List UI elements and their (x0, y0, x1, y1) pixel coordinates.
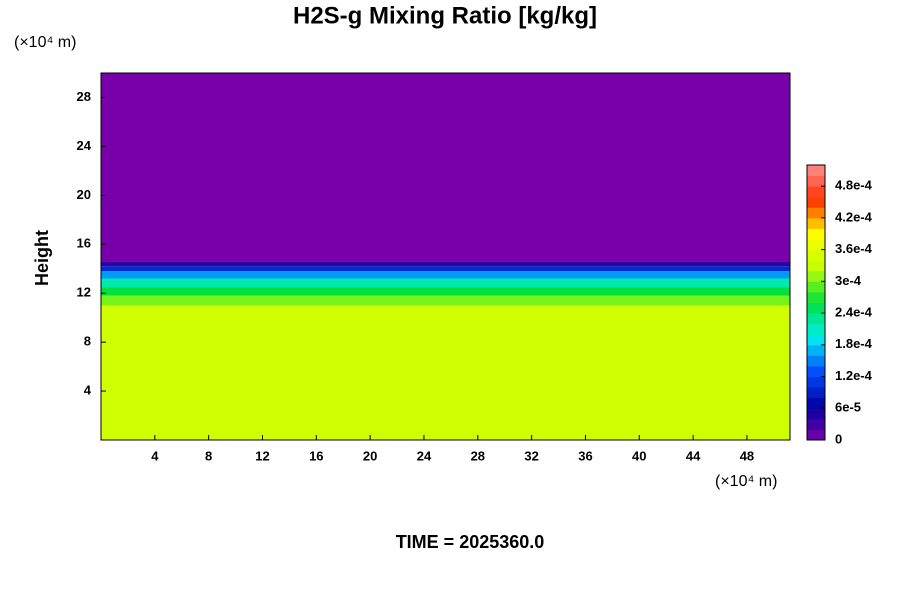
colorbar-level (807, 207, 825, 219)
colorbar-tick-label: 0 (835, 431, 842, 446)
x-tick-label: 16 (309, 448, 323, 463)
x-tick-label: 8 (205, 448, 212, 463)
x-tick-label: 32 (524, 448, 538, 463)
y-tick-label: 16 (77, 236, 91, 251)
field-band (101, 261, 790, 267)
colorbar-level (807, 217, 825, 229)
colorbar-tick-label: 6e-5 (835, 400, 861, 415)
colorbar-tick-label: 4.8e-4 (835, 178, 873, 193)
colorbar-tick-label: 2.4e-4 (835, 305, 873, 320)
colorbar-level (807, 291, 825, 303)
chart-title: H2S-g Mixing Ratio [kg/kg] (293, 2, 597, 29)
colorbar-tick-label: 1.8e-4 (835, 336, 873, 351)
colorbar-level (807, 302, 825, 314)
x-tick-label: 20 (363, 448, 377, 463)
field-band (101, 287, 790, 296)
colorbar-level (807, 249, 825, 261)
colorbar-level (807, 397, 825, 409)
colorbar-level (807, 418, 825, 430)
x-tick-label: 24 (417, 448, 432, 463)
y-tick-label: 4 (84, 383, 92, 398)
colorbar-level (807, 165, 825, 177)
colorbar-level (807, 323, 825, 335)
colorbar-level (807, 376, 825, 388)
colorbar-level (807, 313, 825, 325)
footer: TIME = 2025360.0 (396, 532, 545, 552)
colorbar-level (807, 344, 825, 356)
y-tick-label: 20 (77, 187, 91, 202)
colorbar-level (807, 239, 825, 251)
x-tick-label: 44 (686, 448, 701, 463)
x-tick-label: 12 (255, 448, 269, 463)
field-band (101, 73, 790, 262)
colorbar-level (807, 334, 825, 346)
x-tick-label: 40 (632, 448, 646, 463)
colorbar-level (807, 429, 825, 441)
x-tick-label: 48 (740, 448, 754, 463)
colorbar-level (807, 408, 825, 420)
field-band (101, 266, 790, 272)
colorbar-level (807, 281, 825, 293)
colorbar-tick-label: 3e-4 (835, 273, 862, 288)
field-band (101, 278, 790, 288)
colorbar-level (807, 365, 825, 378)
y-tick-label: 28 (77, 89, 91, 104)
x-unit-label: (×10⁴ m) (715, 473, 777, 490)
colorbar-level (807, 228, 825, 240)
y-tick-label: 12 (77, 285, 91, 300)
colorbar-level (807, 175, 825, 187)
field-band (101, 305, 790, 440)
x-tick-label: 36 (578, 448, 592, 463)
colorbar-tick-label: 1.2e-4 (835, 368, 873, 383)
colorbar-level (807, 355, 825, 367)
y-axis-label: Height (32, 230, 52, 286)
field-band (101, 271, 790, 279)
y-tick-label: 24 (77, 138, 92, 153)
colorbar-tick-label: 4.2e-4 (835, 209, 873, 224)
colorbar-frame (806, 164, 826, 441)
colorbar-level (807, 186, 825, 198)
y-unit-label: (×10⁴ m) (14, 34, 76, 51)
plot-frame (100, 72, 791, 441)
colorbar-level (807, 270, 825, 282)
field-band (101, 295, 790, 306)
colorbar-level (807, 387, 825, 399)
colorbar-tick-label: 3.6e-4 (835, 241, 873, 256)
colorbar-level (807, 196, 825, 208)
x-tick-label: 4 (151, 448, 159, 463)
x-tick-label: 28 (471, 448, 485, 463)
y-tick-label: 8 (84, 334, 91, 349)
colorbar-level (807, 260, 825, 272)
